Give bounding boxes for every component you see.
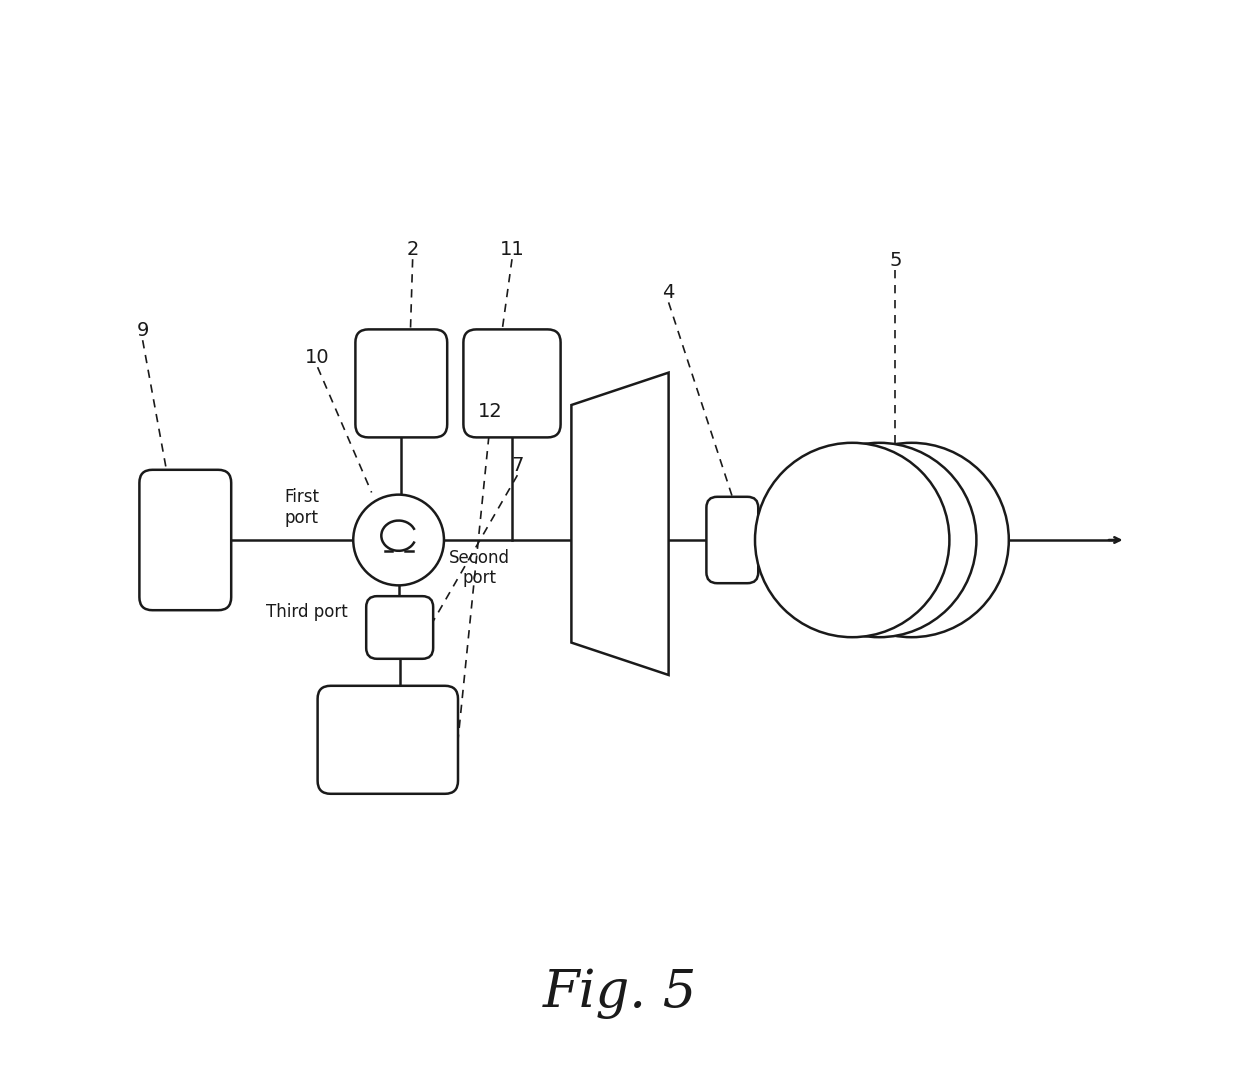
FancyBboxPatch shape xyxy=(464,329,560,437)
FancyBboxPatch shape xyxy=(707,497,758,583)
Text: First
port: First port xyxy=(284,488,319,527)
Text: 9: 9 xyxy=(136,321,149,340)
Text: 7: 7 xyxy=(511,456,523,475)
Text: 11: 11 xyxy=(500,240,525,259)
Circle shape xyxy=(815,443,1009,637)
Text: 2: 2 xyxy=(407,240,419,259)
Text: 5: 5 xyxy=(889,251,901,270)
Text: Fig. 5: Fig. 5 xyxy=(543,968,697,1020)
Polygon shape xyxy=(572,373,668,675)
FancyBboxPatch shape xyxy=(317,686,458,794)
Circle shape xyxy=(755,443,950,637)
FancyBboxPatch shape xyxy=(366,596,433,659)
FancyBboxPatch shape xyxy=(356,329,448,437)
FancyBboxPatch shape xyxy=(139,470,231,610)
Text: 12: 12 xyxy=(479,402,502,421)
Text: Third port: Third port xyxy=(265,603,347,621)
Circle shape xyxy=(782,443,976,637)
Circle shape xyxy=(353,495,444,585)
Text: 4: 4 xyxy=(662,283,675,302)
Text: 10: 10 xyxy=(305,348,330,367)
Text: Second
port: Second port xyxy=(449,549,510,588)
